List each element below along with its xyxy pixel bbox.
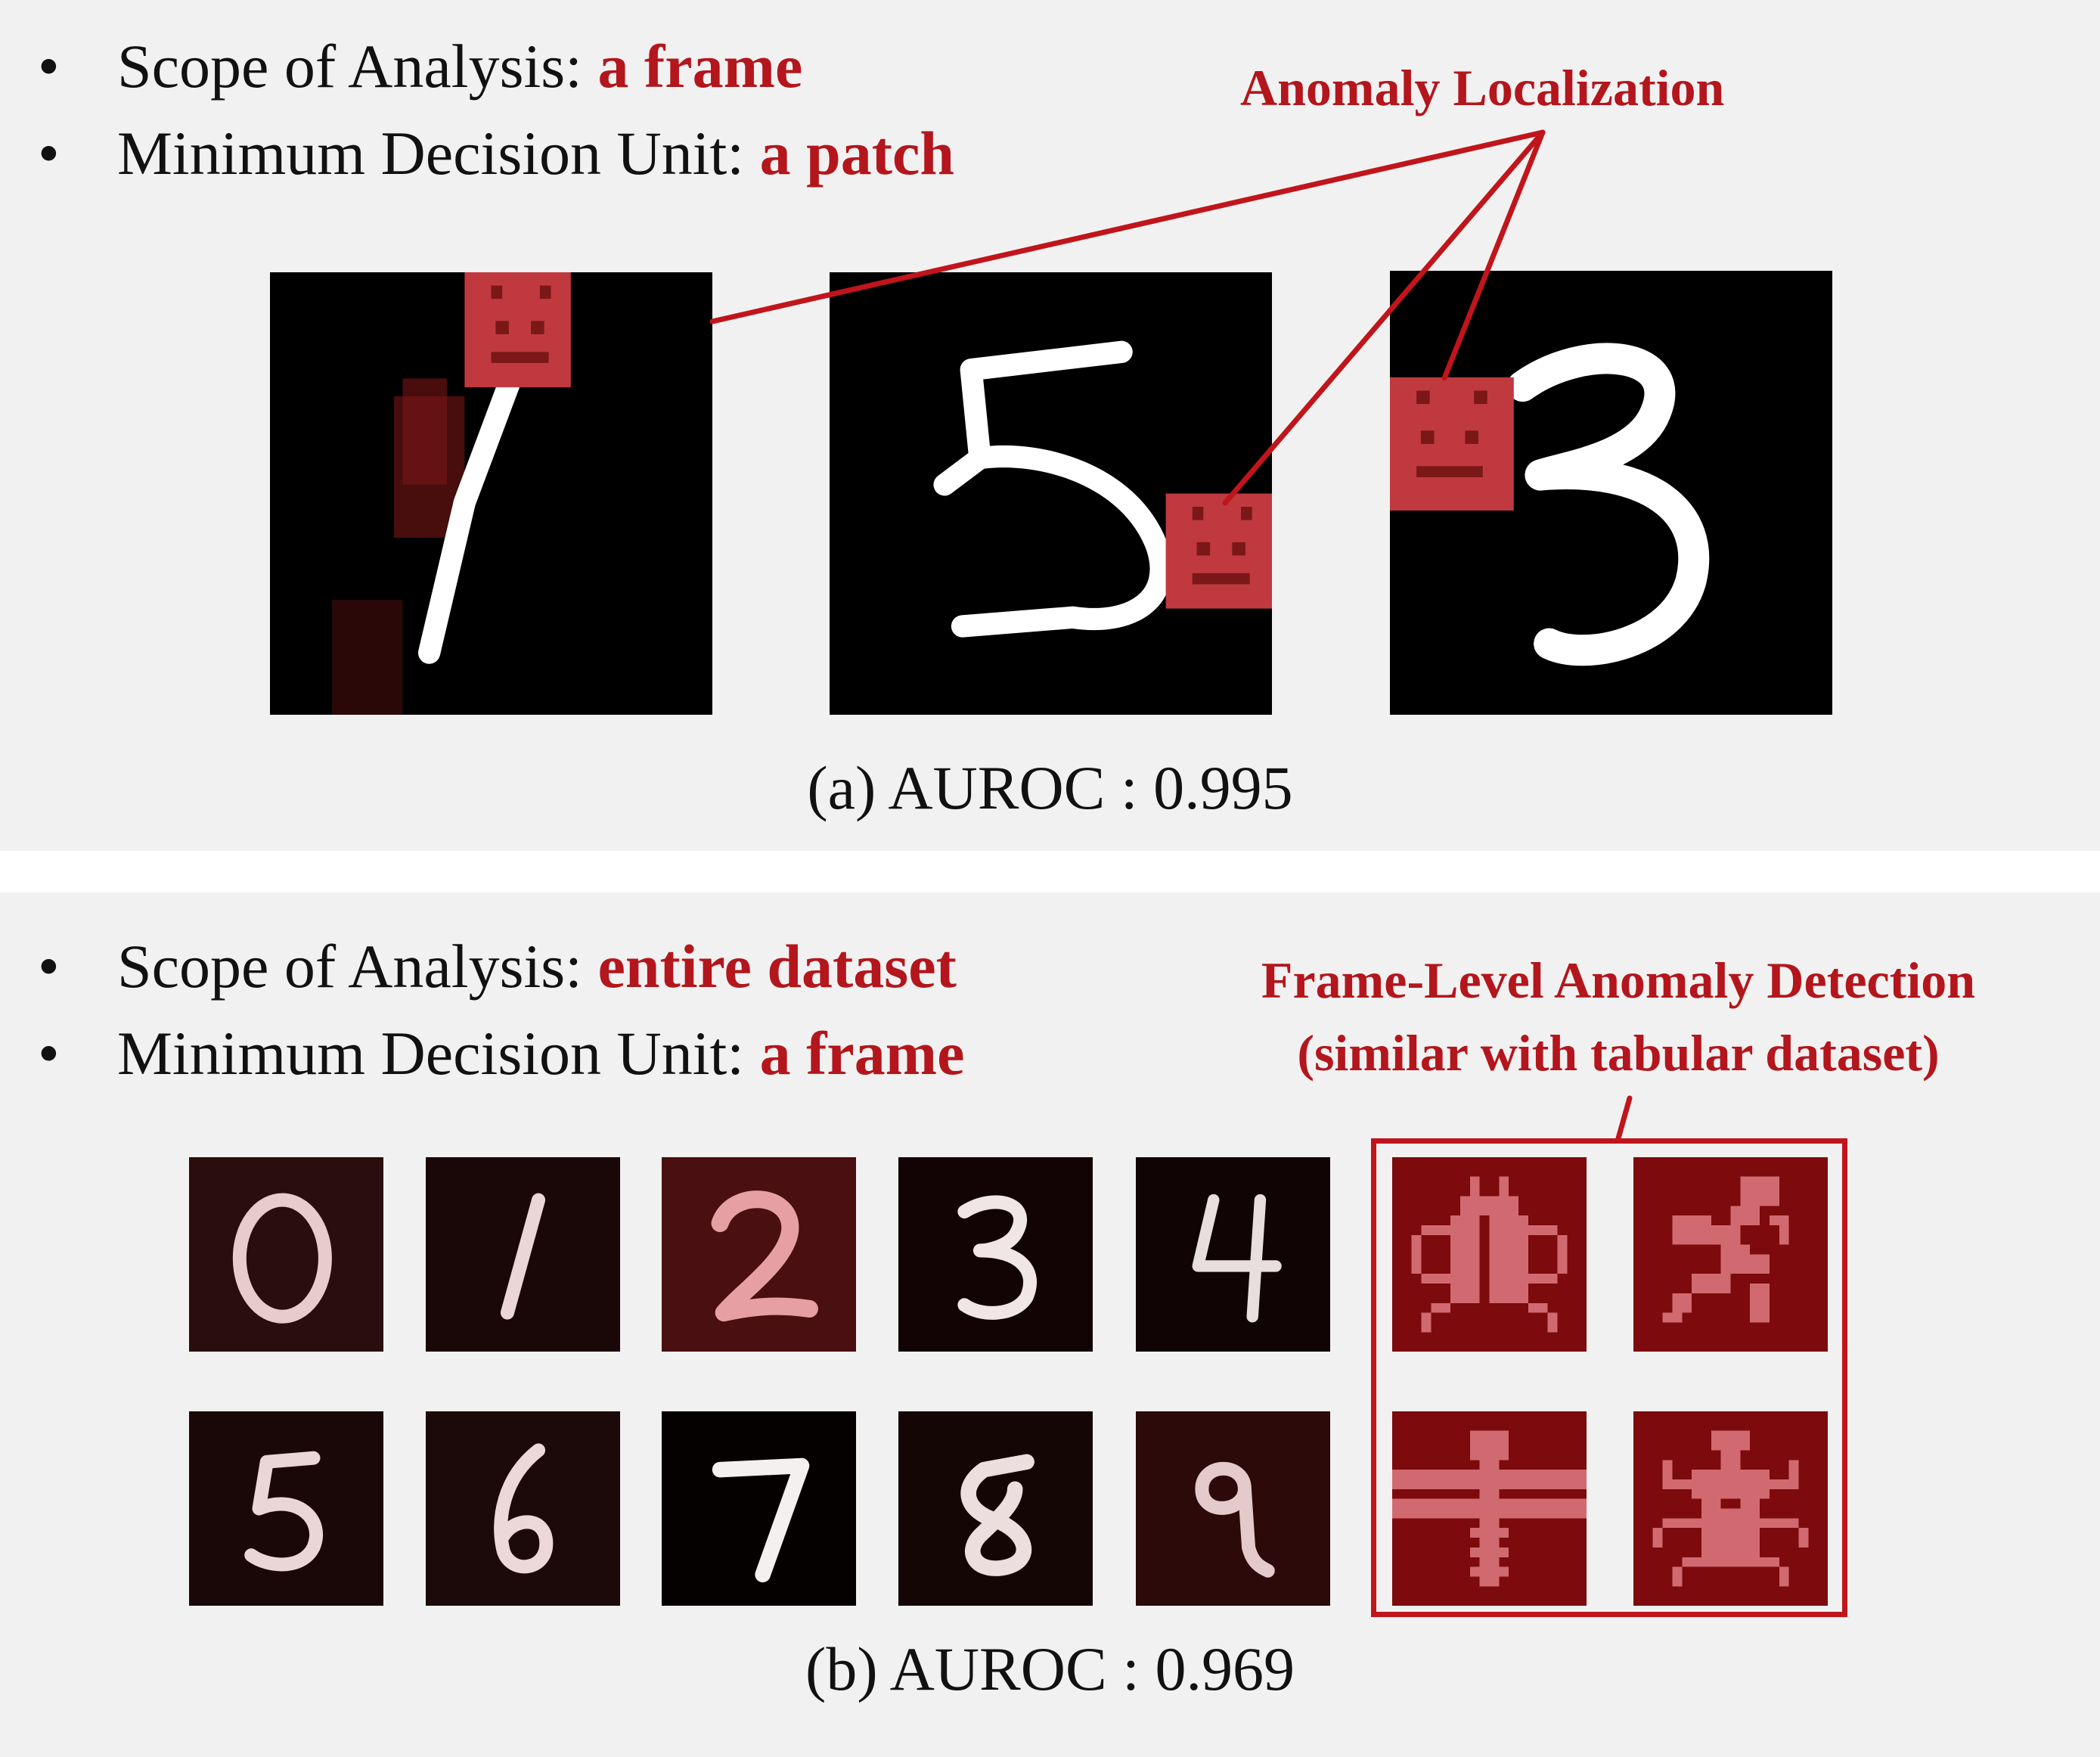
thumb-digit-9	[1136, 1411, 1330, 1606]
bullet-scope: • Scope of Analysis: a frame	[38, 23, 954, 110]
bullet-dot: •	[38, 119, 60, 188]
dragonfly-icon	[1392, 1430, 1587, 1587]
bullet-label: Minimum Decision Unit:	[117, 119, 745, 188]
bullet-label: Minimum Decision Unit:	[117, 1019, 745, 1088]
bullet-label: Scope of Analysis:	[117, 932, 582, 1001]
digit-0-image	[232, 1193, 332, 1324]
digit-4-image	[1192, 1194, 1282, 1323]
panel-a-bullets: • Scope of Analysis: a frame • Minimum Dec…	[38, 23, 954, 197]
bug-icon	[1652, 1430, 1809, 1587]
bullet-value: a patch	[759, 119, 955, 188]
beetle-icon	[1411, 1176, 1568, 1333]
thumb-digit-6	[426, 1411, 620, 1606]
digit-2-image	[711, 1190, 818, 1322]
ant-icon	[1662, 1176, 1789, 1323]
callout-line-1: Frame-Level Anomaly Detection	[1261, 951, 1976, 1009]
thumb-digit-2	[662, 1157, 856, 1352]
digit-3-image	[957, 1195, 1037, 1320]
callout-line-2: (similar with tabular dataset)	[1297, 1024, 1940, 1082]
thumb-digit-8	[898, 1411, 1093, 1606]
bullet-label: Scope of Analysis:	[117, 32, 582, 101]
anomaly-dragonfly-image	[1392, 1411, 1587, 1606]
thumb-digit-0	[189, 1157, 383, 1352]
thumb-digit-5	[189, 1411, 383, 1606]
bullet-dot: •	[38, 32, 60, 101]
anomaly-group-box	[1371, 1138, 1847, 1617]
anomaly-ant-image	[1633, 1157, 1828, 1352]
bullet-dot: •	[38, 932, 60, 1001]
anomaly-bug-image	[1633, 1411, 1828, 1606]
digit-1-image	[331, 272, 571, 715]
digit-7-image	[712, 1457, 810, 1583]
thumb-digit-7	[662, 1411, 856, 1606]
bullet-value: a frame	[759, 1019, 965, 1088]
digit-9-image	[1195, 1461, 1275, 1578]
digit-5-image	[244, 1451, 324, 1572]
thumb-digit-1	[426, 1157, 620, 1352]
bullet-value: entire dataset	[597, 932, 957, 1001]
digit-3-image	[1390, 343, 1710, 666]
anomaly-localization-label: Anomaly Localization	[1240, 59, 1725, 116]
digit-8-image	[960, 1454, 1034, 1576]
bullet-decision-unit: • Minimum Decision Unit: a frame	[38, 1010, 965, 1097]
frame-digit-5	[830, 272, 1272, 715]
panel-b-bullets: • Scope of Analysis: entire dataset • Mini…	[38, 923, 965, 1097]
thumb-digit-4	[1136, 1157, 1330, 1352]
panel-b-caption: (b) AUROC : 0.969	[805, 1634, 1295, 1703]
anomaly-beetle-image	[1392, 1157, 1587, 1352]
bullet-dot: •	[38, 1019, 60, 1088]
frame-digit-3	[1390, 271, 1832, 715]
bullet-value: a frame	[597, 32, 803, 101]
panel-a-caption: (a) AUROC : 0.995	[807, 753, 1293, 822]
digit-1-image	[500, 1193, 546, 1320]
digit-6-image	[494, 1443, 554, 1574]
frame-level-detection-label: Frame-Level Anomaly Detection (similar w…	[1180, 944, 2057, 1089]
panel-a: • Scope of Analysis: a frame • Minimum Dec…	[0, 0, 2100, 851]
frame-digit-1	[270, 272, 712, 715]
bullet-scope: • Scope of Analysis: entire dataset	[38, 923, 965, 1010]
digit-5-image	[933, 340, 1272, 638]
bullet-decision-unit: • Minimum Decision Unit: a patch	[38, 110, 954, 197]
thumb-digit-3	[898, 1157, 1093, 1352]
